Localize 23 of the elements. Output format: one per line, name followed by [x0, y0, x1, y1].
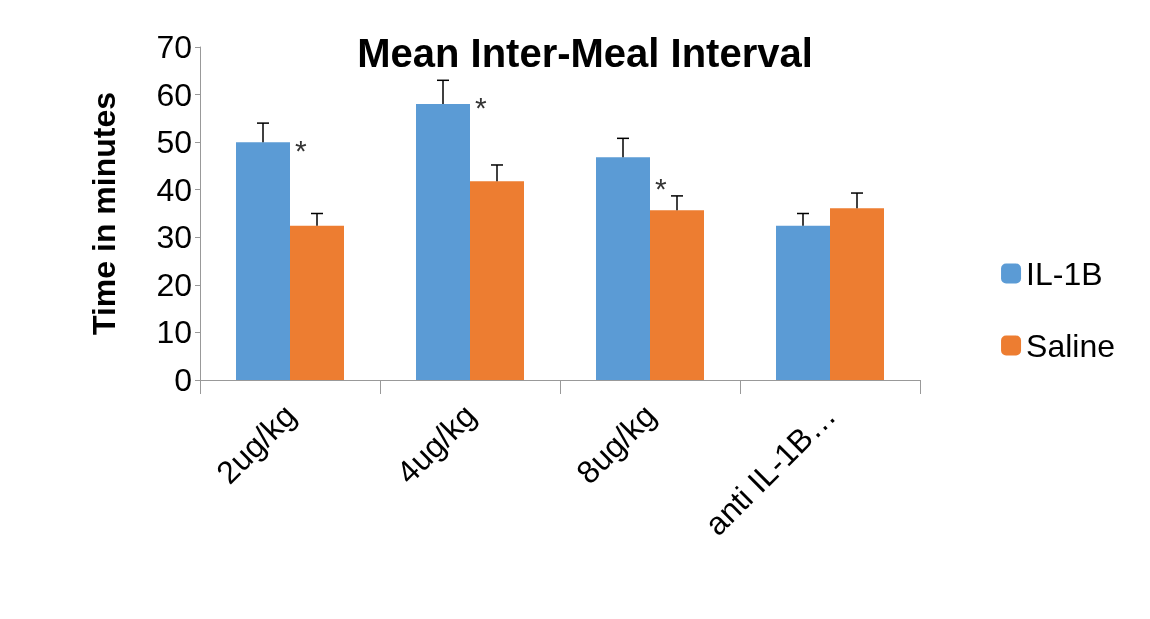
bar	[830, 208, 884, 380]
annotation: *	[475, 90, 487, 124]
annotation: *	[295, 133, 307, 167]
y-tick-label: 0	[174, 362, 192, 398]
bar	[776, 225, 830, 380]
y-tick-label: 60	[156, 76, 192, 113]
bar	[650, 210, 704, 380]
bar	[596, 157, 650, 380]
y-tick-label: 30	[156, 219, 192, 256]
y-tick-label: 20	[156, 266, 192, 303]
y-tick-label: 10	[156, 314, 192, 351]
bar	[470, 181, 524, 380]
y-tick-label: 40	[156, 171, 192, 208]
chart-title: Mean Inter-Meal Interval	[357, 31, 813, 75]
legend-label: Saline	[1026, 327, 1115, 364]
bar	[416, 104, 470, 380]
bar	[236, 142, 290, 380]
y-axis-title: Time in minutes	[86, 91, 122, 336]
y-tick-label: 70	[156, 29, 192, 65]
bar	[290, 225, 344, 380]
annotation: *	[655, 171, 667, 205]
legend-label: IL-1B	[1026, 255, 1103, 292]
y-tick-label: 50	[156, 124, 192, 161]
